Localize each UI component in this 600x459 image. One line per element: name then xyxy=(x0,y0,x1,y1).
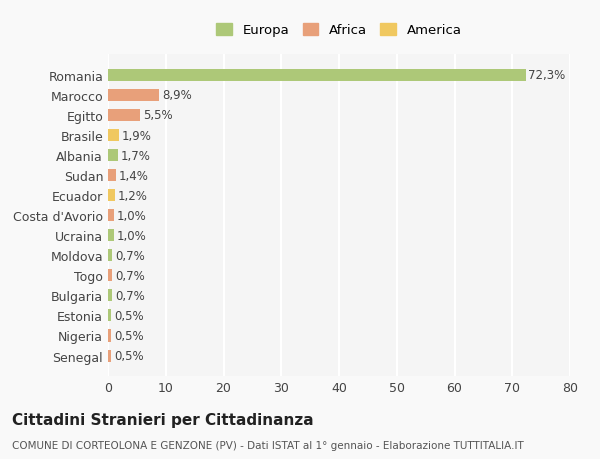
Bar xyxy=(108,70,526,82)
Text: 1,4%: 1,4% xyxy=(119,169,149,182)
Bar xyxy=(108,310,111,322)
Bar xyxy=(108,290,112,302)
Bar xyxy=(108,250,112,262)
Bar xyxy=(108,90,160,102)
Text: COMUNE DI CORTEOLONA E GENZONE (PV) - Dati ISTAT al 1° gennaio - Elaborazione TU: COMUNE DI CORTEOLONA E GENZONE (PV) - Da… xyxy=(12,440,524,450)
Bar xyxy=(108,110,140,122)
Text: 8,9%: 8,9% xyxy=(162,89,192,102)
Text: 0,5%: 0,5% xyxy=(114,349,143,362)
Text: 0,7%: 0,7% xyxy=(115,249,145,262)
Text: 1,9%: 1,9% xyxy=(122,129,152,142)
Bar xyxy=(108,190,115,202)
Text: 72,3%: 72,3% xyxy=(529,69,566,82)
Bar xyxy=(108,210,114,222)
Text: 0,5%: 0,5% xyxy=(114,309,143,322)
Legend: Europa, Africa, America: Europa, Africa, America xyxy=(212,20,466,41)
Text: Cittadini Stranieri per Cittadinanza: Cittadini Stranieri per Cittadinanza xyxy=(12,412,314,427)
Bar xyxy=(108,150,118,162)
Text: 1,2%: 1,2% xyxy=(118,189,148,202)
Text: 1,7%: 1,7% xyxy=(121,149,151,162)
Bar xyxy=(108,230,114,242)
Text: 0,5%: 0,5% xyxy=(114,329,143,342)
Text: 1,0%: 1,0% xyxy=(116,209,146,222)
Text: 1,0%: 1,0% xyxy=(116,229,146,242)
Bar xyxy=(108,330,111,342)
Text: 0,7%: 0,7% xyxy=(115,269,145,282)
Bar xyxy=(108,130,119,142)
Text: 0,7%: 0,7% xyxy=(115,289,145,302)
Bar xyxy=(108,350,111,362)
Text: 5,5%: 5,5% xyxy=(143,109,172,122)
Bar xyxy=(108,170,116,182)
Bar xyxy=(108,270,112,282)
